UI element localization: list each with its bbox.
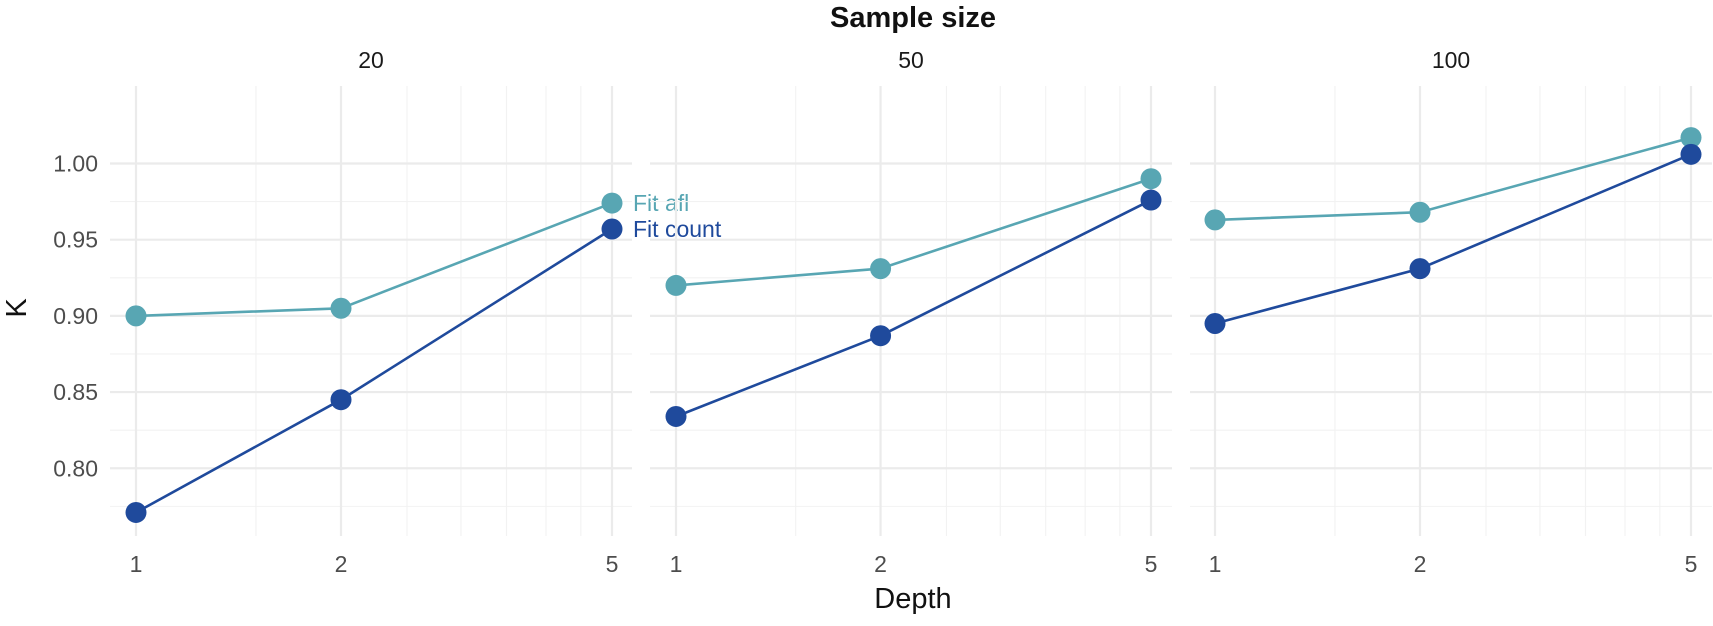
data-point (330, 389, 352, 411)
y-tick-label: 0.80 (53, 455, 98, 481)
series-line-fit-afl (675, 177, 1152, 287)
data-point (601, 218, 623, 240)
series-label: Fit count (633, 216, 722, 242)
data-point (870, 325, 892, 347)
y-axis-ticks: 0.80 0.85 0.90 0.95 1.00 (53, 150, 98, 481)
panel-100: 100 1 2 5 (1190, 47, 1712, 577)
panel-strip-label: 20 (358, 47, 384, 73)
data-point (1409, 201, 1431, 223)
panel-strip-label: 50 (898, 47, 924, 73)
data-point (330, 297, 352, 319)
series-line-fit-count (675, 198, 1152, 418)
chart-title: Sample size (830, 2, 996, 34)
data-point (665, 405, 687, 427)
x-tick-label: 2 (1414, 551, 1427, 577)
y-tick-label: 0.90 (53, 303, 98, 329)
data-point (1204, 313, 1226, 334)
series-line-fit-count (135, 227, 613, 514)
data-point (1140, 189, 1162, 211)
y-tick-label: 0.95 (53, 227, 98, 253)
panel-50: 50 1 2 5 (650, 47, 1172, 577)
data-point (1680, 143, 1702, 165)
data-point (125, 501, 147, 523)
data-point (665, 274, 687, 296)
x-tick-label: 2 (874, 551, 887, 577)
x-tick-label: 5 (1685, 551, 1698, 577)
y-axis-title: K (1, 298, 33, 318)
panel-strip-label: 100 (1432, 47, 1470, 73)
x-tick-label: 1 (670, 551, 683, 577)
data-point (1140, 168, 1162, 190)
series-label: Fit afl (633, 190, 689, 216)
x-tick-label: 1 (1209, 551, 1222, 577)
data-point (1409, 258, 1431, 280)
x-tick-label: 2 (335, 551, 348, 577)
series-line-fit-afl (135, 201, 613, 318)
x-axis-title: Depth (874, 583, 951, 615)
y-tick-label: 0.85 (53, 379, 98, 405)
data-point (1204, 209, 1226, 231)
y-tick-label: 1.00 (53, 150, 98, 176)
x-tick-label: 5 (1145, 551, 1158, 577)
data-point (601, 192, 623, 214)
data-point (125, 305, 147, 327)
x-tick-label: 1 (130, 551, 143, 577)
series-line-fit-afl (1214, 136, 1692, 222)
data-point (870, 258, 892, 280)
data-point (1680, 127, 1702, 149)
x-tick-label: 5 (606, 551, 619, 577)
